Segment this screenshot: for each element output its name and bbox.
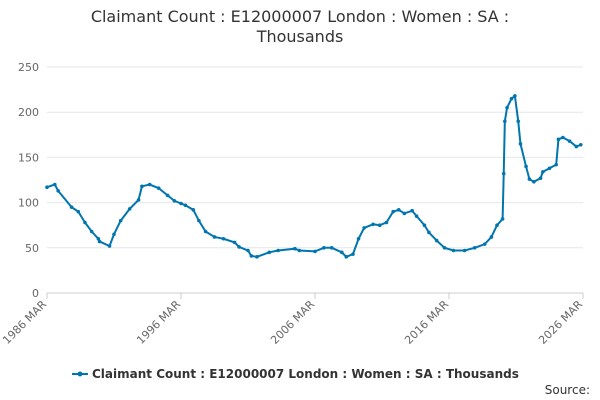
point xyxy=(414,214,419,218)
point xyxy=(140,184,144,189)
point xyxy=(371,222,375,227)
point xyxy=(147,182,152,187)
point xyxy=(396,208,401,212)
point xyxy=(532,180,536,184)
point xyxy=(391,209,395,214)
point xyxy=(212,235,217,239)
point xyxy=(503,119,507,124)
point xyxy=(567,139,572,143)
chart-title: Claimant Count : E12000007 London : Wome… xyxy=(91,7,509,46)
y-tick-label: 200 xyxy=(18,106,39,119)
point xyxy=(322,246,326,250)
point xyxy=(451,248,456,253)
point xyxy=(509,96,514,101)
point xyxy=(541,170,545,174)
point xyxy=(329,246,334,250)
point xyxy=(197,218,201,223)
y-tick-label: 150 xyxy=(18,151,39,164)
point xyxy=(340,250,344,255)
point xyxy=(427,230,431,235)
point xyxy=(83,220,87,225)
point xyxy=(89,229,94,234)
point xyxy=(203,229,208,234)
y-tick-label: 250 xyxy=(18,61,39,74)
point xyxy=(489,235,494,239)
point xyxy=(293,246,297,251)
point xyxy=(554,162,558,167)
point xyxy=(574,144,579,149)
source: Source: xyxy=(545,383,590,397)
point xyxy=(297,248,302,253)
point xyxy=(556,137,561,142)
point xyxy=(172,198,177,203)
x-tick-label: 2016 MAR xyxy=(402,298,451,347)
point xyxy=(221,236,226,241)
point xyxy=(136,198,141,202)
point xyxy=(112,232,116,237)
x-tick-label: 2026 MAR xyxy=(536,298,585,347)
point xyxy=(232,240,237,245)
x-tick-label: 1996 MAR xyxy=(134,298,183,347)
point xyxy=(107,244,112,248)
point xyxy=(165,193,170,198)
point xyxy=(482,242,487,246)
point xyxy=(344,255,349,259)
point xyxy=(402,211,407,216)
point xyxy=(505,105,509,110)
point xyxy=(527,177,532,181)
point xyxy=(127,207,132,211)
point xyxy=(547,166,552,171)
point xyxy=(513,94,517,98)
point xyxy=(118,218,123,223)
point xyxy=(255,255,259,259)
y-tick-label: 100 xyxy=(18,197,39,210)
point xyxy=(267,250,272,255)
point xyxy=(156,186,161,190)
point xyxy=(97,239,102,244)
point xyxy=(410,208,414,213)
point xyxy=(501,171,506,176)
point xyxy=(76,209,81,214)
point xyxy=(191,208,196,212)
point xyxy=(179,201,183,206)
point xyxy=(53,182,57,187)
point xyxy=(237,245,241,249)
legend-label: Claimant Count : E12000007 London : Wome… xyxy=(92,367,519,381)
point xyxy=(356,236,361,241)
point xyxy=(96,236,101,241)
point xyxy=(45,185,49,190)
point xyxy=(538,176,543,180)
point xyxy=(472,246,477,250)
point xyxy=(183,203,188,208)
point xyxy=(516,119,521,124)
legend-marker xyxy=(77,371,83,377)
point xyxy=(276,248,280,253)
point xyxy=(524,164,528,169)
point xyxy=(518,142,523,146)
y-tick-label: 50 xyxy=(25,242,39,255)
point xyxy=(362,226,366,230)
point xyxy=(377,223,382,227)
point xyxy=(422,223,427,227)
point xyxy=(351,252,355,256)
point xyxy=(500,217,505,221)
line xyxy=(46,94,582,259)
point xyxy=(56,189,60,193)
point xyxy=(462,248,467,253)
point xyxy=(495,223,499,227)
point xyxy=(249,254,254,258)
point xyxy=(246,248,250,253)
point xyxy=(442,246,447,250)
x-tick-label: 1986 MAR xyxy=(0,298,49,347)
point xyxy=(384,220,389,225)
point xyxy=(561,135,565,140)
point xyxy=(578,142,583,147)
point xyxy=(434,238,439,243)
point xyxy=(313,249,317,254)
x-tick-label: 2006 MAR xyxy=(268,298,317,347)
y-tick-label: 0 xyxy=(32,287,39,300)
point xyxy=(69,205,74,209)
